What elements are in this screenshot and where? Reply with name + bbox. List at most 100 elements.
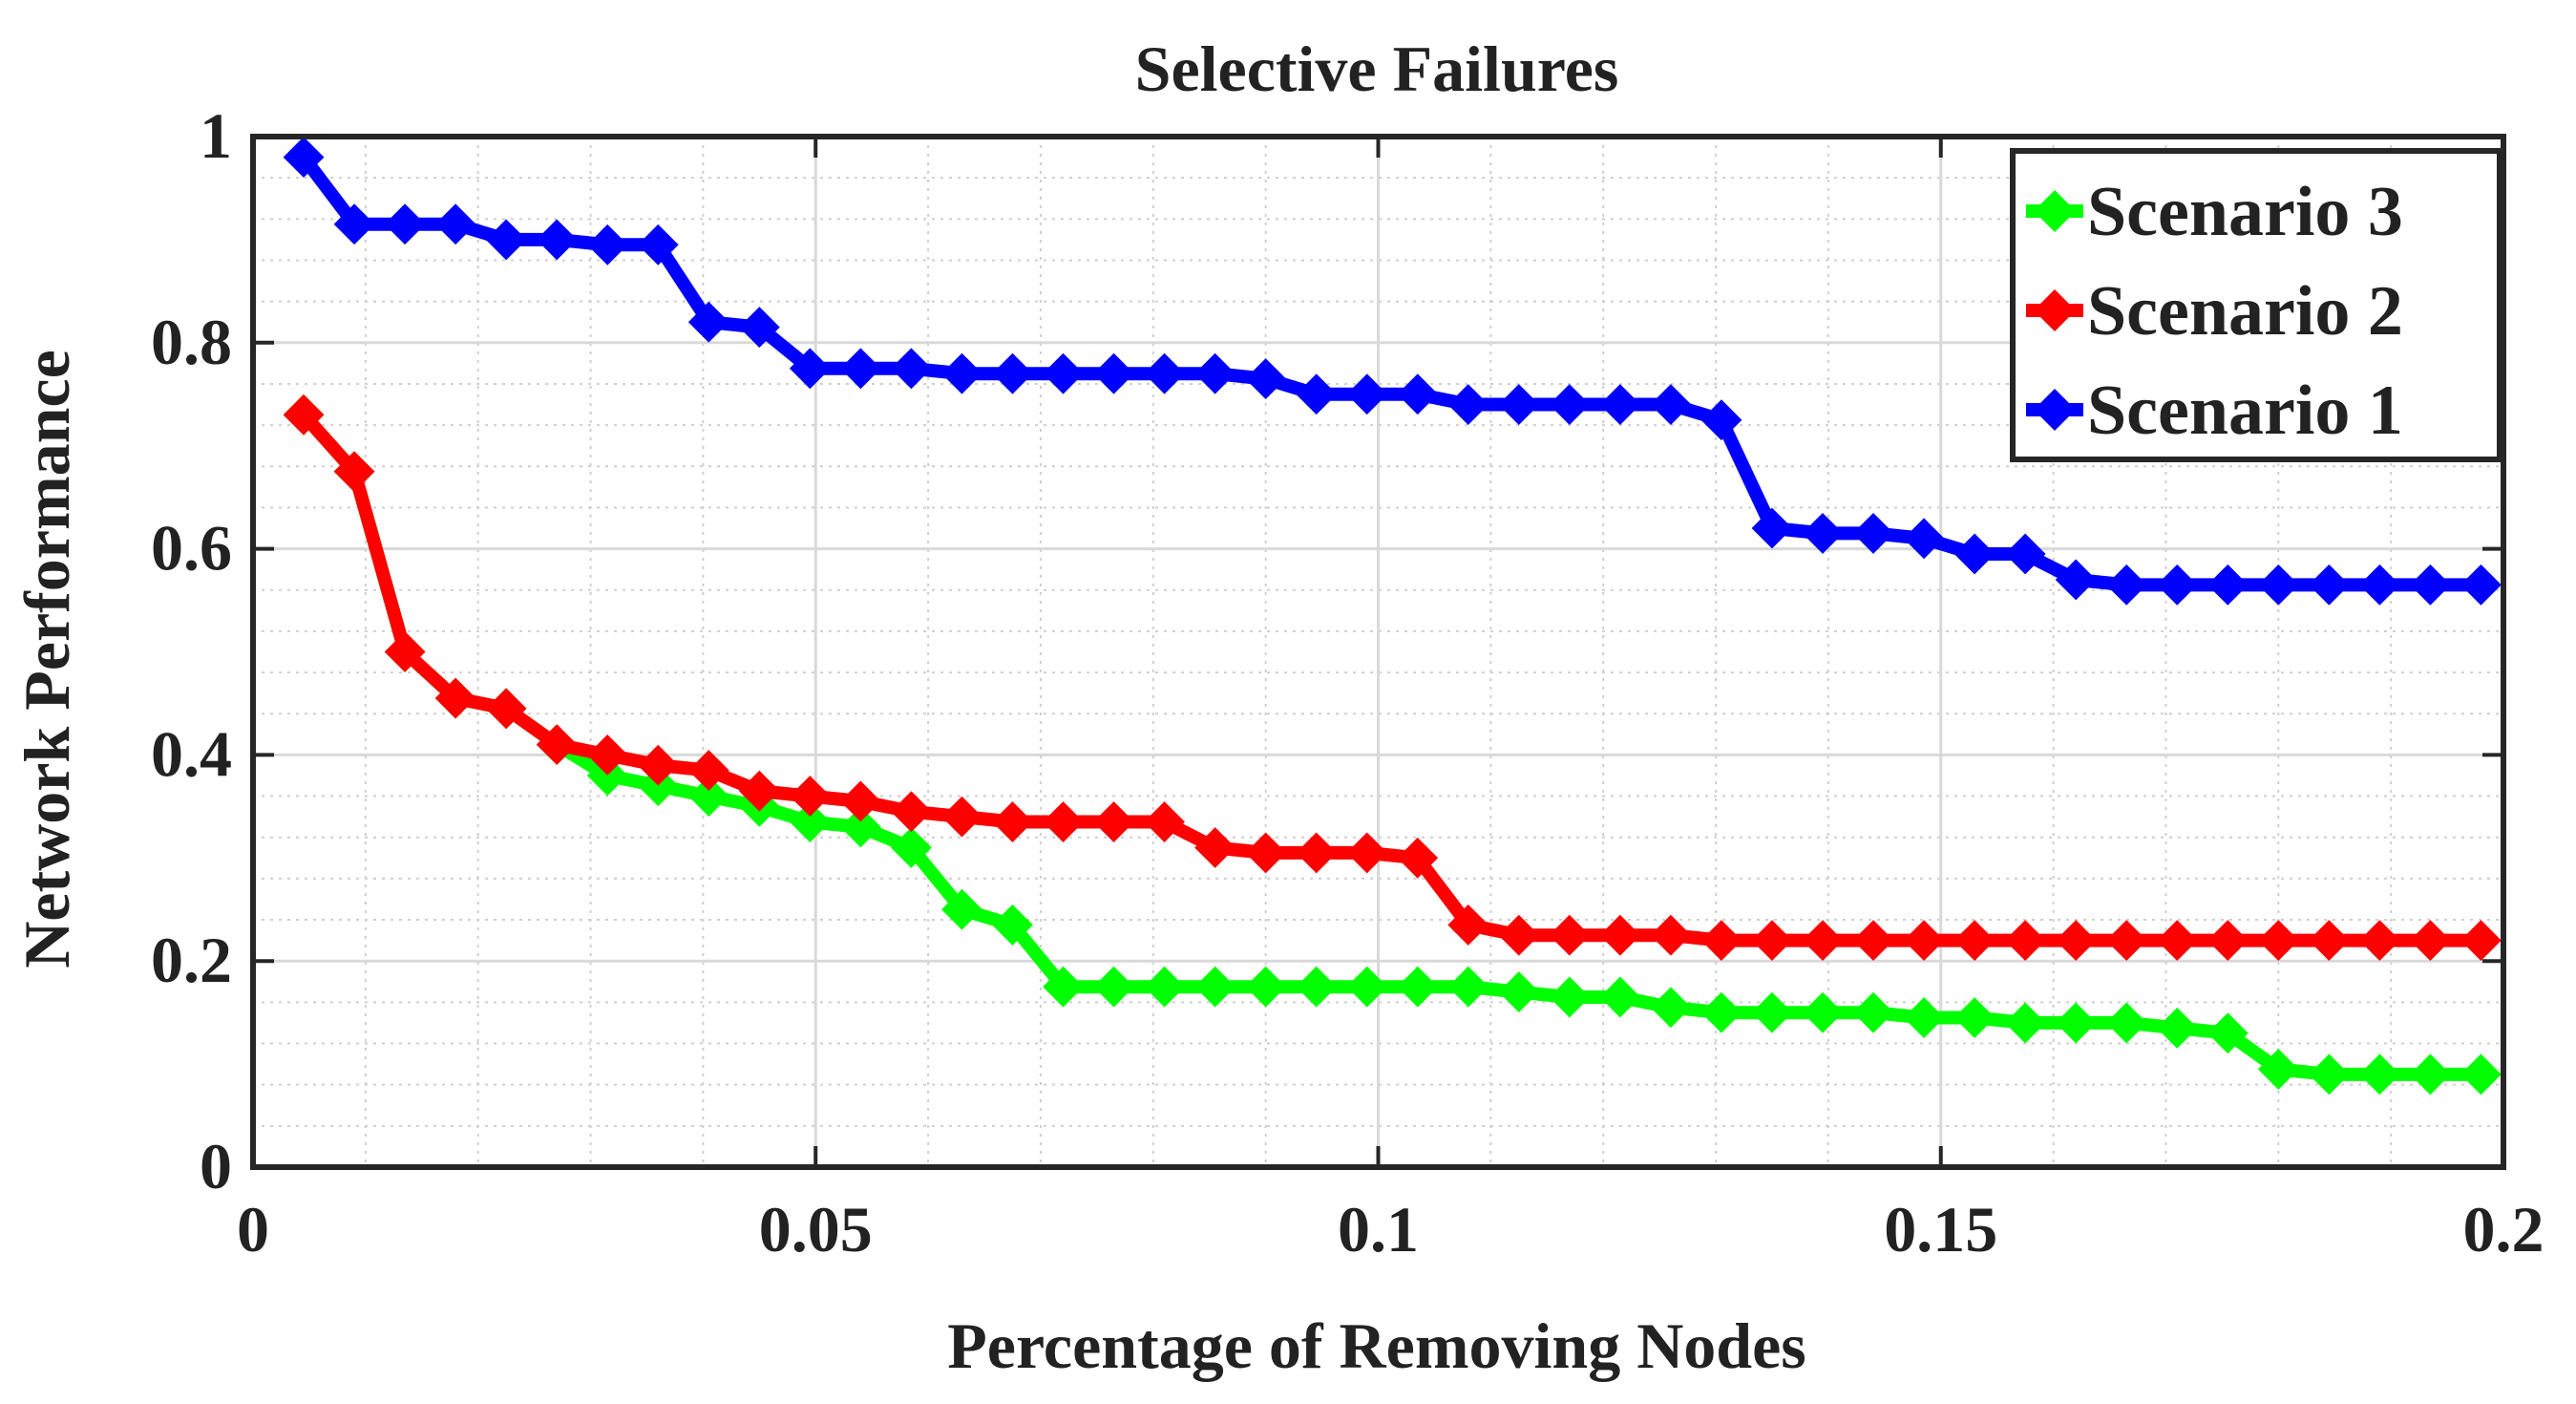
data-point [1245, 832, 1287, 874]
legend-label: Scenario 2 [2087, 272, 2403, 351]
data-point [2460, 1053, 2502, 1096]
y-tick-label: 0.2 [151, 924, 232, 996]
data-point [2257, 564, 2299, 606]
data-point [1852, 513, 1894, 554]
data-point [586, 223, 628, 266]
data-point [2105, 1002, 2147, 1044]
x-tick-label: 0.05 [759, 1193, 873, 1266]
data-point [1093, 966, 1134, 1008]
data-point [2004, 533, 2046, 575]
data-point [1144, 801, 1185, 842]
data-point [1043, 352, 1084, 394]
data-point [789, 801, 831, 842]
data-point [839, 806, 881, 848]
data-point [1903, 920, 1945, 962]
data-point [2156, 564, 2198, 606]
data-point [283, 137, 325, 178]
data-point [941, 352, 982, 394]
data-point [839, 348, 881, 390]
data-point [2004, 1002, 2046, 1044]
data-point [1852, 991, 1894, 1033]
data-point [384, 203, 426, 245]
legend-entry: Scenario 2 [2026, 272, 2403, 351]
data-point [1043, 966, 1084, 1008]
data-point [1751, 991, 1793, 1033]
data-point [1802, 513, 1844, 554]
data-point [2409, 920, 2451, 962]
data-point [333, 203, 375, 245]
x-tick-label: 0.15 [1884, 1193, 1997, 1266]
y-tick-label: 0.8 [151, 306, 232, 378]
data-point [687, 750, 729, 791]
data-point [1194, 966, 1236, 1008]
data-point [2055, 559, 2097, 601]
data-point [1346, 966, 1388, 1008]
data-point [992, 904, 1033, 946]
data-point [333, 451, 375, 493]
data-point [1650, 987, 1692, 1029]
data-point [1700, 399, 1742, 441]
y-tick-label: 0.4 [151, 717, 232, 790]
data-point [2409, 1053, 2451, 1096]
data-point [1194, 352, 1236, 394]
data-point [2308, 564, 2350, 606]
data-point [687, 776, 729, 817]
data-point [891, 827, 932, 868]
data-point [1296, 966, 1338, 1008]
data-point [1093, 801, 1134, 842]
data-point [992, 352, 1033, 394]
data-point [586, 755, 628, 797]
data-point [2358, 920, 2400, 962]
data-point [637, 223, 679, 266]
data-point [1296, 832, 1338, 874]
data-point [891, 791, 932, 833]
data-point [2206, 920, 2249, 962]
x-tick-label: 0.1 [1338, 1193, 1419, 1266]
legend-marker [2034, 389, 2076, 431]
data-point [1802, 991, 1844, 1033]
data-point [2257, 1049, 2299, 1090]
data-point [1599, 976, 1641, 1018]
data-point [789, 348, 831, 390]
data-point [2358, 564, 2400, 606]
data-point [1144, 352, 1185, 394]
data-point [1447, 384, 1489, 425]
x-tick-label: 0 [237, 1193, 269, 1266]
data-point [1447, 904, 1489, 946]
data-point [1043, 801, 1084, 842]
data-point [1700, 991, 1742, 1033]
data-point [1346, 832, 1388, 874]
data-point [738, 307, 780, 349]
data-point [384, 631, 426, 672]
data-point [992, 801, 1033, 842]
data-point [2206, 1012, 2249, 1054]
data-point [1953, 997, 1995, 1038]
data-point [2308, 920, 2350, 962]
legend-marker [2034, 190, 2076, 232]
data-point [2156, 1007, 2198, 1049]
data-point [637, 765, 679, 807]
data-point [1751, 507, 1793, 549]
data-point [586, 734, 628, 776]
data-point [2308, 1053, 2350, 1096]
data-point [839, 780, 881, 822]
data-point [738, 770, 780, 812]
data-point [1498, 971, 1540, 1012]
data-point [1903, 997, 1945, 1038]
data-point [1599, 384, 1641, 425]
data-point [2105, 920, 2147, 962]
data-point [2206, 564, 2249, 606]
data-point [1498, 914, 1540, 956]
data-point [2055, 1002, 2097, 1044]
data-point [1245, 966, 1287, 1008]
y-axis-label: Network Performance [11, 350, 83, 968]
legend-label: Scenario 3 [2087, 173, 2403, 251]
legend-box [2010, 148, 2502, 462]
data-point [637, 744, 679, 786]
data-point [1194, 827, 1236, 868]
legend-label: Scenario 1 [2087, 372, 2403, 450]
legend: Scenario 3 Scenario 2 Scenario 1 [2010, 148, 2502, 462]
series-scenario-2 [283, 394, 2502, 962]
